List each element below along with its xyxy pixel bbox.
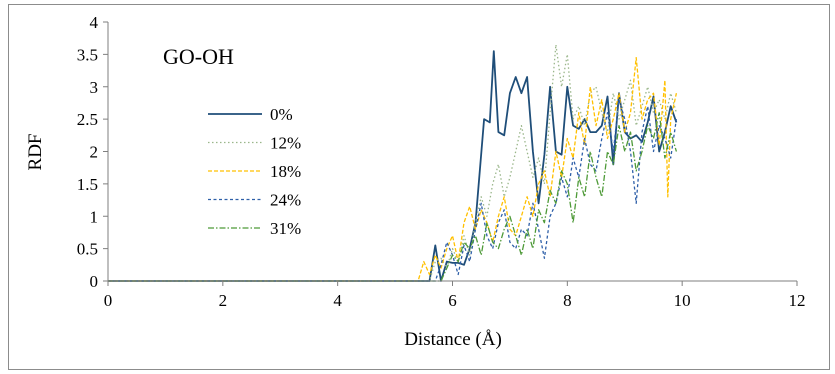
- chart-title: GO-OH: [163, 44, 234, 69]
- y-tick-label: 1.5: [77, 175, 98, 194]
- y-tick-label: 3: [90, 78, 99, 97]
- series-line-2: [108, 58, 676, 281]
- x-axis-label: Distance (Å): [404, 329, 502, 350]
- y-axis-label: RDF: [25, 134, 46, 171]
- x-tick-label: 0: [104, 291, 113, 310]
- x-tick-label: 2: [219, 291, 228, 310]
- legend-label-2: 18%: [270, 162, 301, 181]
- y-tick-label: 1: [90, 207, 99, 226]
- legend-label-1: 12%: [270, 134, 301, 153]
- legend-label-4: 31%: [270, 219, 301, 238]
- legend-label-3: 24%: [270, 191, 301, 210]
- x-tick-label: 10: [674, 291, 691, 310]
- x-tick-label: 12: [789, 291, 806, 310]
- series-line-1: [108, 45, 676, 281]
- y-tick-label: 2: [90, 143, 99, 162]
- y-tick-label: 0.5: [77, 240, 98, 259]
- legend-label-0: 0%: [270, 105, 293, 124]
- series-line-3: [108, 100, 676, 281]
- y-tick-label: 0: [90, 272, 99, 291]
- x-tick-label: 6: [448, 291, 457, 310]
- series-line-4: [108, 113, 676, 281]
- y-tick-label: 2.5: [77, 110, 98, 129]
- x-tick-label: 4: [333, 291, 342, 310]
- y-tick-label: 3.5: [77, 45, 98, 64]
- x-tick-label: 8: [563, 291, 572, 310]
- y-tick-label: 4: [90, 13, 99, 32]
